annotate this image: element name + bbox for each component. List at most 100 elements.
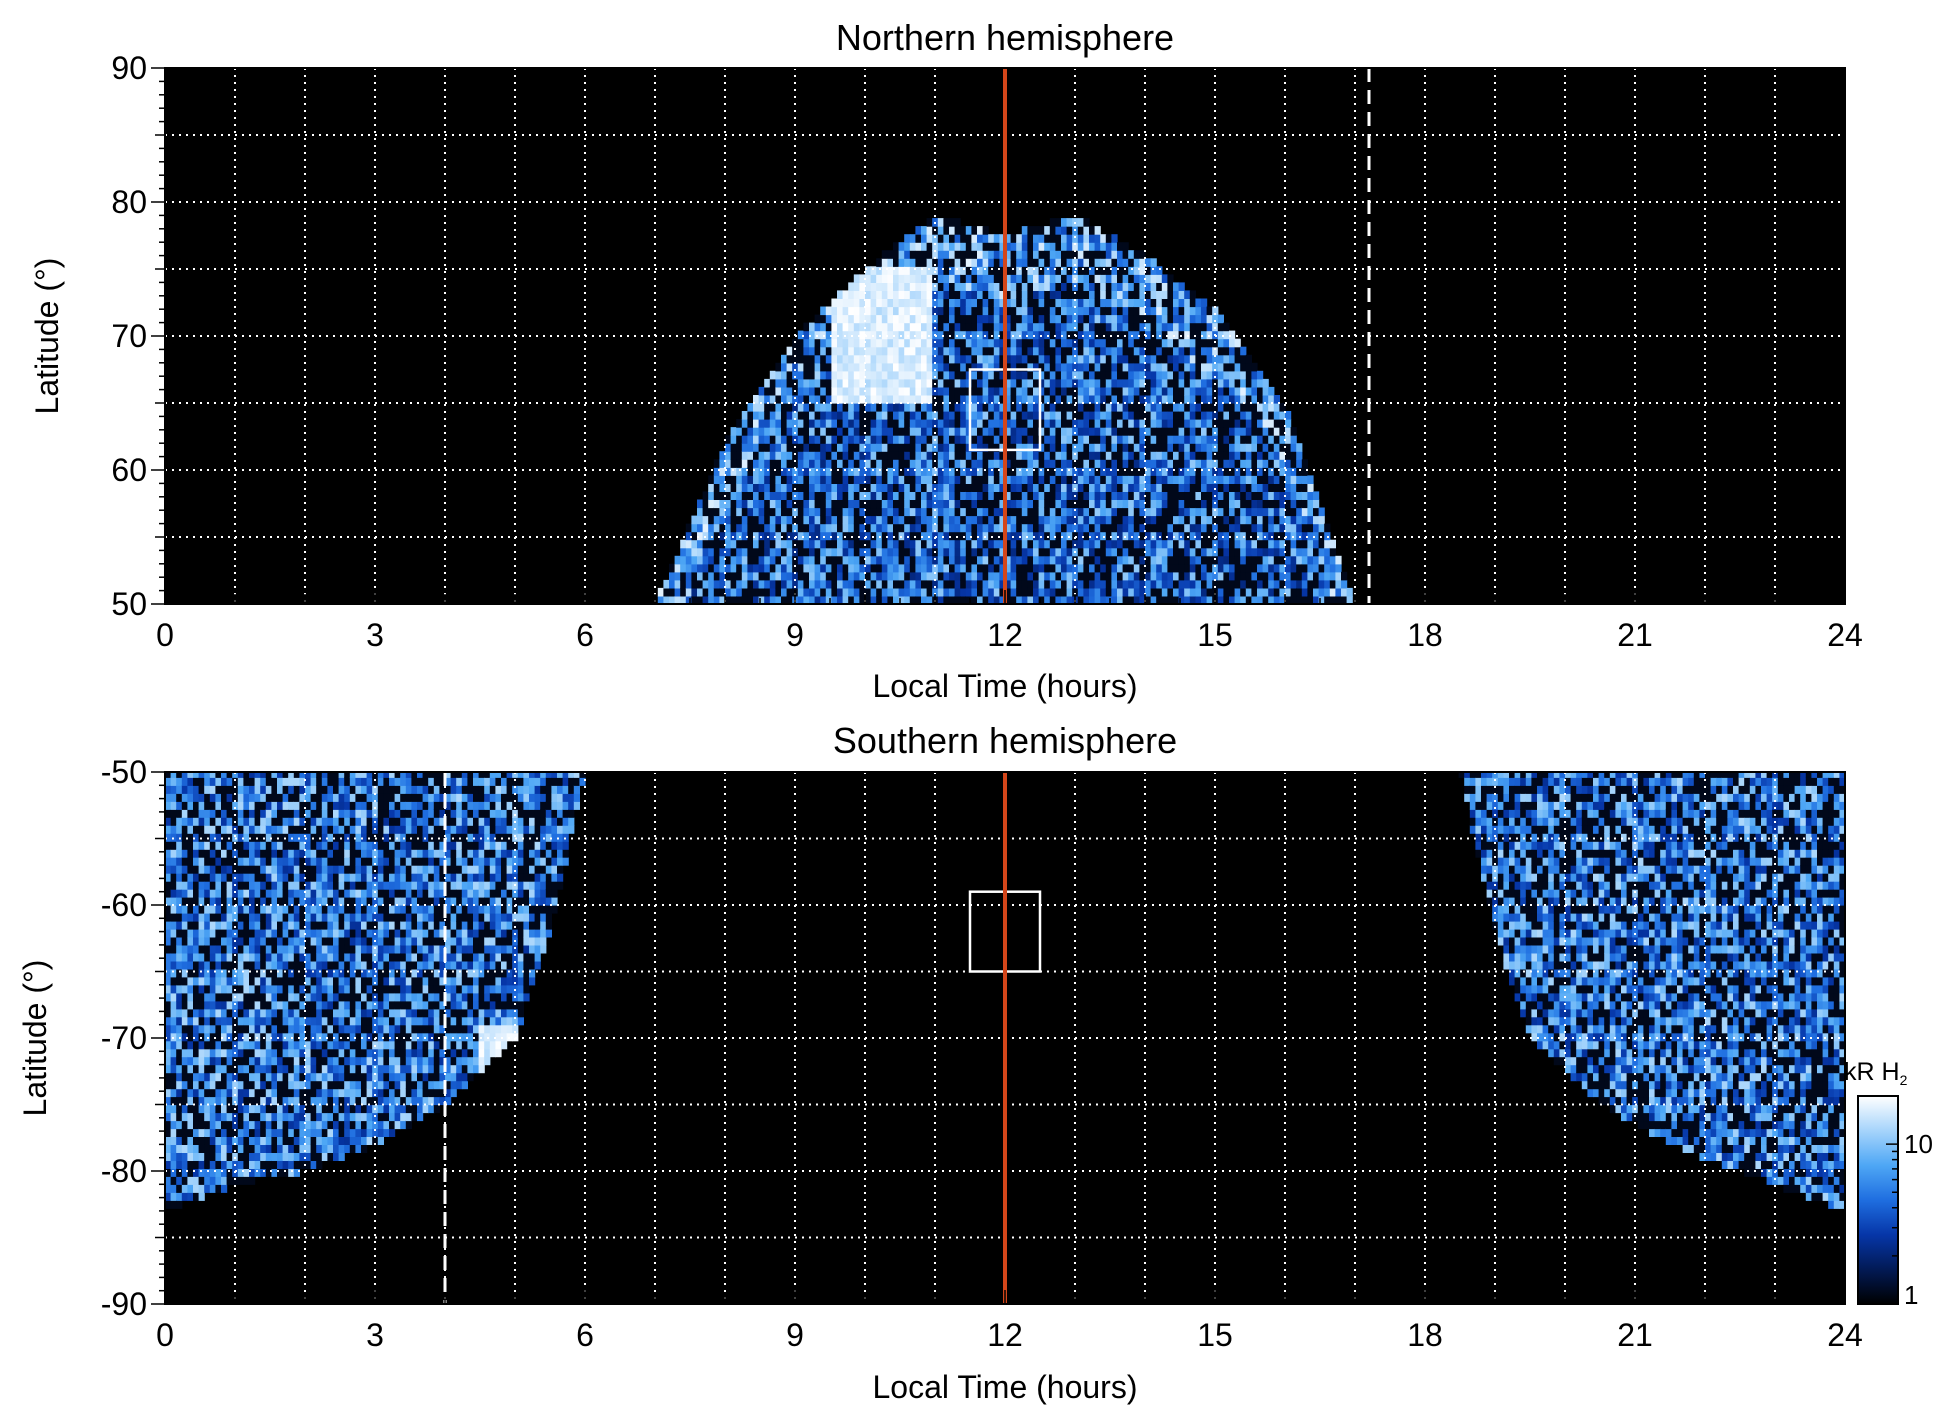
heatmap-cell bbox=[1341, 571, 1348, 581]
heatmap-cell bbox=[1189, 411, 1196, 420]
heatmap-cell bbox=[1111, 370, 1118, 380]
heatmap-cell bbox=[1145, 467, 1152, 476]
heatmap-cell bbox=[1038, 459, 1045, 468]
heatmap-cell bbox=[198, 905, 205, 914]
heatmap-cell bbox=[1049, 282, 1056, 291]
heatmap-cell bbox=[1161, 403, 1168, 412]
heatmap-cell bbox=[859, 419, 866, 428]
heatmap-cell bbox=[977, 411, 984, 420]
heatmap-cell bbox=[1066, 266, 1073, 275]
heatmap-cell bbox=[1201, 306, 1208, 316]
heatmap-cell bbox=[1133, 579, 1140, 589]
heatmap-cell bbox=[898, 459, 905, 468]
heatmap-cell bbox=[1201, 403, 1208, 412]
heatmap-cell bbox=[1173, 395, 1180, 404]
heatmap-cell bbox=[842, 515, 849, 525]
heatmap-cell bbox=[1240, 531, 1247, 541]
heatmap-cell bbox=[1111, 403, 1118, 412]
heatmap-cell bbox=[870, 274, 877, 283]
heatmap-cell bbox=[814, 467, 821, 476]
heatmap-cell bbox=[1044, 242, 1051, 251]
heatmap-cell bbox=[898, 274, 905, 283]
heatmap-cell bbox=[764, 475, 771, 484]
heatmap-cell bbox=[1223, 386, 1230, 396]
heatmap-cell bbox=[1178, 290, 1185, 299]
heatmap-cell bbox=[1301, 563, 1308, 573]
heatmap-cell bbox=[870, 403, 877, 412]
heatmap-cell bbox=[193, 801, 200, 810]
heatmap-cell bbox=[781, 475, 788, 484]
heatmap-cell bbox=[803, 571, 810, 581]
heatmap-cell bbox=[949, 435, 956, 444]
heatmap-cell bbox=[977, 403, 984, 412]
heatmap-cell bbox=[982, 250, 989, 259]
heatmap-cell bbox=[1016, 411, 1023, 420]
heatmap-cell bbox=[943, 298, 950, 308]
heatmap-cell bbox=[1117, 507, 1124, 517]
heatmap-cell bbox=[1268, 395, 1275, 404]
heatmap-cell bbox=[887, 250, 894, 259]
heatmap-cell bbox=[764, 563, 771, 573]
heatmap-cell bbox=[803, 467, 810, 476]
heatmap-cell bbox=[792, 362, 799, 372]
heatmap-cell bbox=[1156, 266, 1163, 275]
heatmap-cell bbox=[1223, 499, 1230, 509]
heatmap-cell bbox=[1049, 475, 1056, 484]
heatmap-cell bbox=[1044, 571, 1051, 581]
heatmap-cell bbox=[993, 258, 1000, 267]
heatmap-cell bbox=[792, 563, 799, 573]
heatmap-cell bbox=[1245, 547, 1252, 557]
heatmap-cell bbox=[1223, 571, 1230, 581]
heatmap-cell bbox=[1307, 483, 1314, 492]
heatmap-cell bbox=[1122, 370, 1129, 380]
heatmap-cell bbox=[1016, 451, 1023, 460]
heatmap-cell bbox=[215, 1128, 222, 1137]
heatmap-cell bbox=[1049, 298, 1056, 308]
heatmap-cell bbox=[949, 298, 956, 308]
heatmap-cell bbox=[982, 515, 989, 525]
heatmap-cell bbox=[859, 507, 866, 517]
heatmap-cell bbox=[887, 427, 894, 436]
heatmap-cell bbox=[937, 242, 944, 251]
heatmap-cell bbox=[1234, 467, 1241, 476]
heatmap-cell bbox=[1122, 507, 1129, 517]
heatmap-cell bbox=[814, 427, 821, 436]
heatmap-cell bbox=[971, 362, 978, 372]
heatmap-cell bbox=[1139, 555, 1146, 565]
heatmap-cell bbox=[1156, 290, 1163, 299]
heatmap-cell bbox=[1145, 475, 1152, 484]
x-tick-label: 0 bbox=[156, 617, 174, 653]
heatmap-cell bbox=[1128, 314, 1135, 324]
heatmap-cell bbox=[1150, 491, 1157, 500]
heatmap-cell bbox=[769, 443, 776, 452]
heatmap-cell bbox=[1049, 322, 1056, 332]
heatmap-cell bbox=[215, 1040, 222, 1050]
heatmap-cell bbox=[1038, 242, 1045, 251]
heatmap-cell bbox=[209, 817, 216, 826]
heatmap-cell bbox=[1033, 459, 1040, 468]
heatmap-cell bbox=[1167, 531, 1174, 541]
heatmap-cell bbox=[1117, 483, 1124, 492]
heatmap-cell bbox=[853, 403, 860, 412]
heatmap-cell bbox=[915, 354, 922, 364]
heatmap-cell bbox=[1257, 596, 1264, 604]
heatmap-cell bbox=[909, 370, 916, 380]
heatmap-cell bbox=[193, 1040, 200, 1050]
heatmap-cell bbox=[1117, 354, 1124, 364]
heatmap-cell bbox=[909, 539, 916, 549]
heatmap-cell bbox=[971, 378, 978, 388]
heatmap-cell bbox=[814, 483, 821, 492]
heatmap-cell bbox=[1072, 571, 1079, 581]
heatmap-cell bbox=[1139, 523, 1146, 533]
heatmap-cell bbox=[786, 378, 793, 388]
heatmap-cell bbox=[165, 952, 172, 962]
heatmap-cell bbox=[1038, 330, 1045, 340]
heatmap-cell bbox=[1133, 330, 1140, 340]
heatmap-cell bbox=[837, 338, 844, 348]
heatmap-cell bbox=[209, 1136, 216, 1145]
heatmap-cell bbox=[1217, 419, 1224, 428]
heatmap-cell bbox=[1189, 435, 1196, 444]
heatmap-cell bbox=[921, 451, 928, 460]
heatmap-cell bbox=[198, 1152, 205, 1161]
heatmap-cell bbox=[165, 1040, 172, 1050]
